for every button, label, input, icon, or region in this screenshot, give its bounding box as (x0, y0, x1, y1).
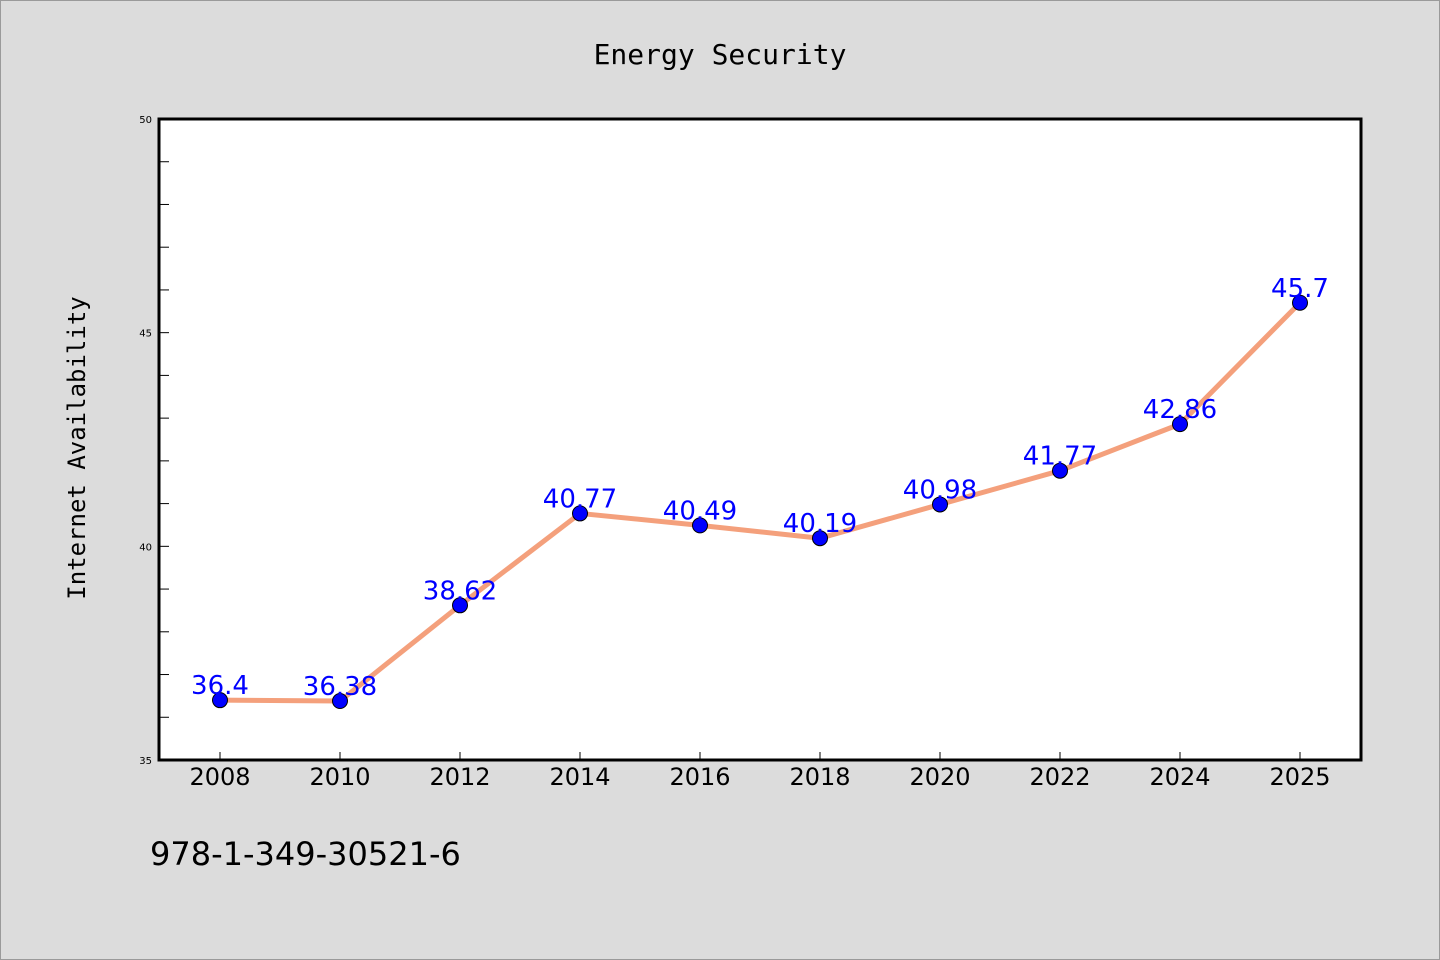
data-label: 40.49 (663, 496, 737, 526)
data-point (452, 597, 468, 614)
data-point (332, 693, 348, 710)
x-tick-label: 2010 (309, 763, 370, 791)
data-point (812, 530, 828, 547)
chart-title: Energy Security (594, 38, 847, 71)
footer-isbn: 978-1-349-30521-6 (150, 835, 461, 873)
y-minor-ticks (159, 161, 169, 718)
x-tick-label: 2018 (789, 763, 850, 791)
data-label: 40.98 (903, 475, 977, 505)
y-axis-ticks: 35 40 45 50 (139, 115, 169, 767)
data-point (1052, 462, 1068, 479)
data-point (932, 496, 948, 513)
series-line (217, 300, 1303, 704)
y-tick-label: 45 (139, 329, 152, 340)
x-tick-label: 2014 (549, 763, 610, 791)
y-tick-label: 40 (139, 542, 152, 553)
x-tick-label: 2020 (909, 763, 970, 791)
x-tick-label: 2024 (1149, 763, 1210, 791)
data-label: 45.7 (1271, 274, 1329, 304)
data-label: 38.62 (423, 576, 497, 606)
data-label: 42.86 (1143, 395, 1217, 425)
y-tick-label: 35 (139, 756, 152, 767)
x-tick-label: 2025 (1269, 763, 1330, 791)
data-labels: 36.4 36.38 38.62 40.77 40.49 40.19 40.98 41.77 4… (191, 274, 1329, 702)
data-label: 36.38 (303, 672, 377, 702)
data-label: 36.4 (191, 671, 249, 701)
data-point (1172, 416, 1188, 433)
data-label: 41.77 (1023, 442, 1097, 472)
y-axis-label: Internet Availability (63, 296, 91, 599)
data-point (692, 517, 708, 534)
data-markers (212, 294, 1308, 710)
data-label: 40.19 (783, 509, 857, 539)
data-label: 40.77 (543, 484, 617, 514)
x-axis-ticks: 2008 2010 2012 2014 2016 2018 2020 2022 2024 2025 (189, 752, 1331, 791)
y-tick-label: 50 (139, 115, 152, 126)
x-tick-label: 2008 (189, 763, 250, 791)
x-tick-label: 2016 (669, 763, 730, 791)
data-point (212, 692, 228, 709)
data-point (1292, 294, 1308, 311)
x-tick-label: 2012 (429, 763, 490, 791)
plot-area (157, 117, 1363, 762)
x-tick-label: 2022 (1029, 763, 1090, 791)
data-point (572, 505, 588, 522)
